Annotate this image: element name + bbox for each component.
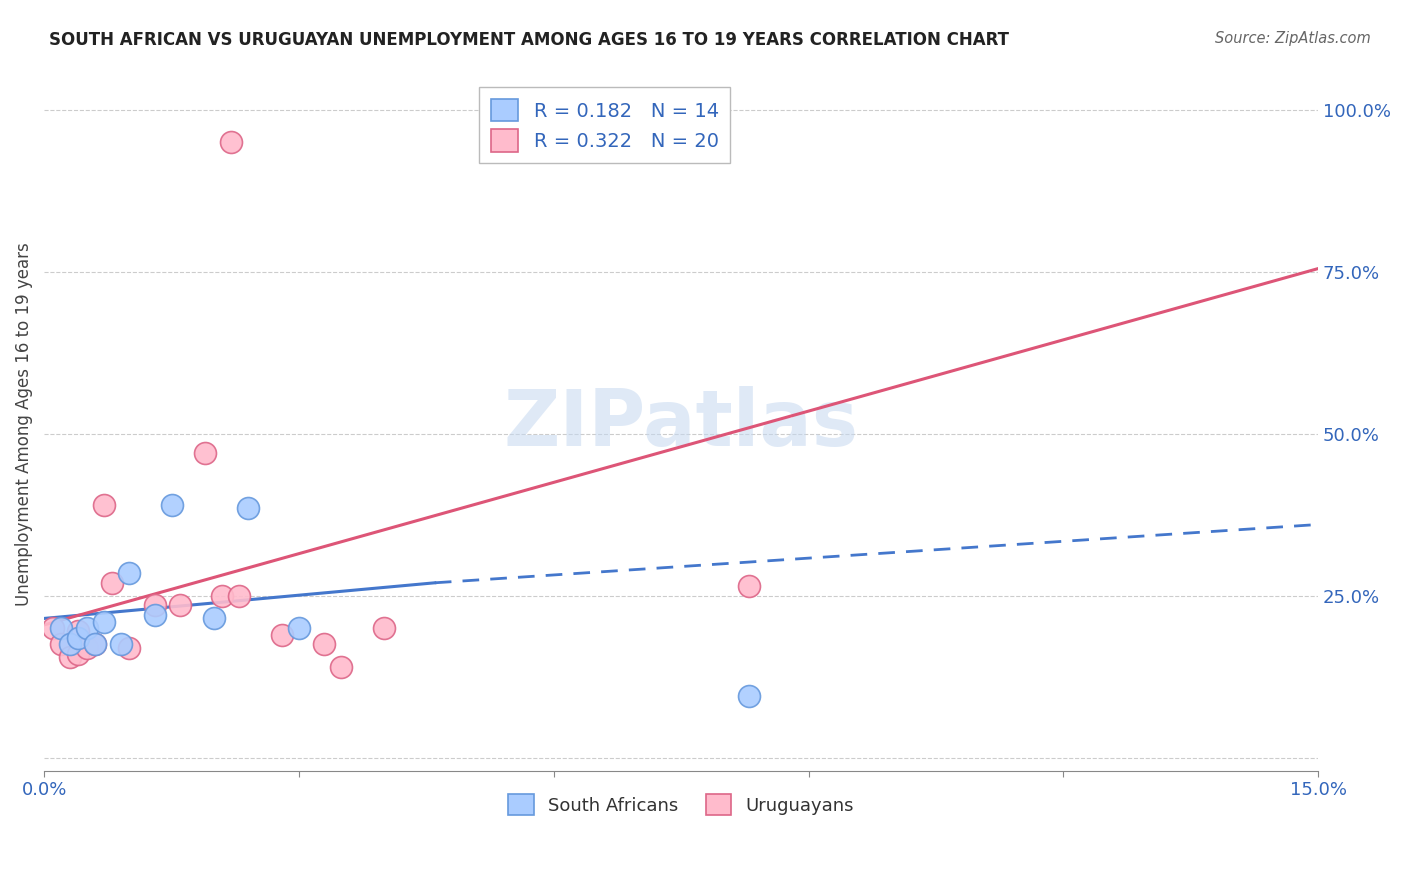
Legend: South Africans, Uruguayans: South Africans, Uruguayans [499,785,863,824]
Point [110,637,132,651]
Point [118,640,141,655]
Point [228,589,250,603]
Point [67,647,90,661]
Text: ZIPatlas: ZIPatlas [503,386,859,462]
Point [118,566,141,580]
Point [194,446,217,460]
Point [93,498,115,512]
Point [67,631,90,645]
Point [49,621,72,635]
Text: Source: ZipAtlas.com: Source: ZipAtlas.com [1215,31,1371,46]
Point [160,498,183,512]
Text: SOUTH AFRICAN VS URUGUAYAN UNEMPLOYMENT AMONG AGES 16 TO 19 YEARS CORRELATION CH: SOUTH AFRICAN VS URUGUAYAN UNEMPLOYMENT … [49,31,1010,49]
Point [738,689,761,703]
Point [93,615,115,629]
Point [58,637,80,651]
Point [76,621,98,635]
Point [236,501,259,516]
Point [84,637,107,651]
Point [49,637,72,651]
Point [41,621,63,635]
Point [143,608,166,623]
Point [738,579,761,593]
Point [373,621,395,635]
Point [211,589,233,603]
Point [330,660,353,674]
Point [58,650,80,665]
Point [219,135,242,149]
Point [67,624,90,639]
Point [84,637,107,651]
Point [271,627,294,641]
Point [169,599,191,613]
Point [288,621,311,635]
Point [143,599,166,613]
Point [202,611,225,625]
Point [314,637,336,651]
Y-axis label: Unemployment Among Ages 16 to 19 years: Unemployment Among Ages 16 to 19 years [15,243,32,606]
Point [76,640,98,655]
Point [101,575,124,590]
